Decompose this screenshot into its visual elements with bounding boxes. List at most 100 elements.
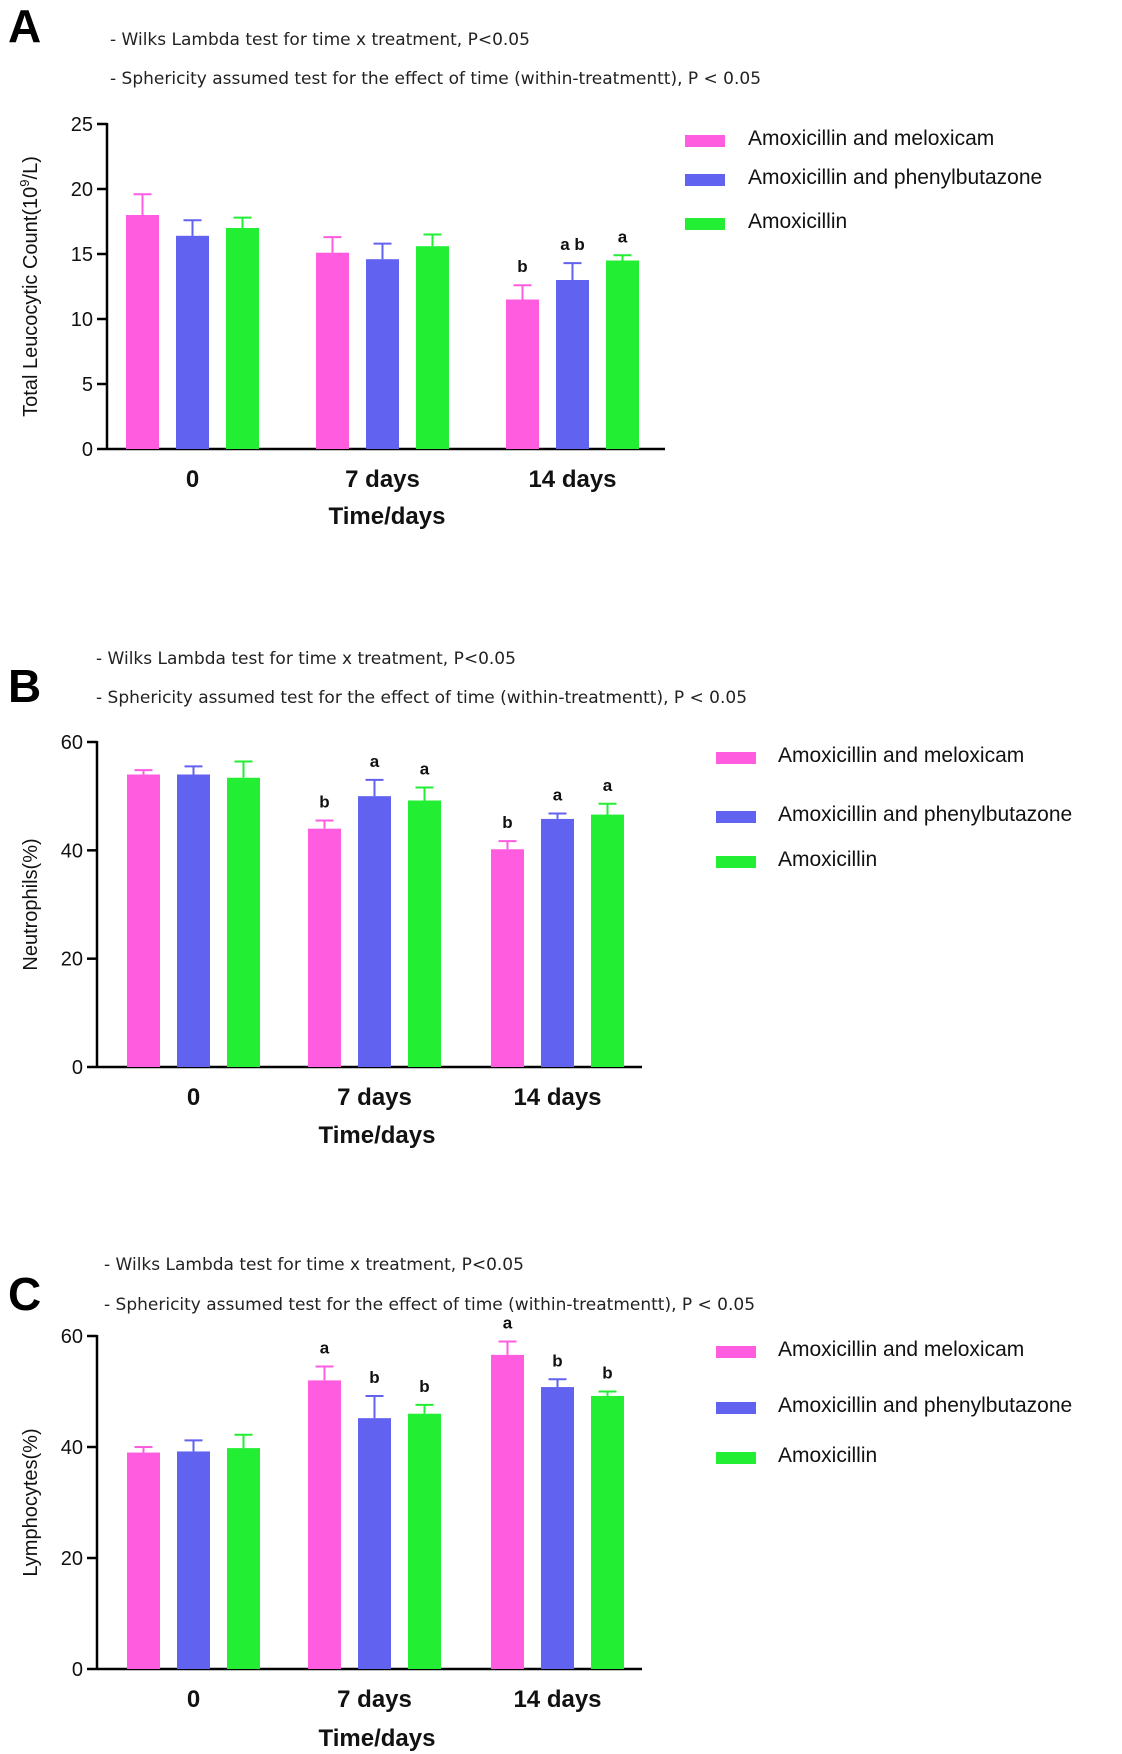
panel-letter: A <box>8 0 41 52</box>
y-axis-title: Neutrophils(%) <box>20 838 42 970</box>
x-axis-title: Time/days <box>329 503 446 530</box>
legend-swatch <box>685 218 725 230</box>
bar <box>591 1395 624 1669</box>
y-tick-label: 25 <box>71 114 93 136</box>
legend-label: Amoxicillin <box>778 1444 877 1467</box>
y-tick-label: 60 <box>61 1326 83 1348</box>
significance-label: a <box>320 1339 330 1358</box>
y-tick-label: 10 <box>71 309 93 331</box>
bar <box>308 828 341 1067</box>
bar <box>541 818 574 1067</box>
legend-swatch <box>716 811 756 823</box>
panel-letter: C <box>8 1268 41 1320</box>
y-axis-title: Total Leucocytic Count(109/L) <box>17 156 42 417</box>
x-tick-label: 14 days <box>513 1686 601 1713</box>
y-tick-label: 0 <box>72 1659 83 1681</box>
y-axis-title: Lymphocytes(%) <box>20 1428 42 1576</box>
significance-label: a <box>370 752 380 771</box>
significance-label: b <box>552 1351 562 1370</box>
x-tick-label: 0 <box>187 1084 200 1111</box>
x-axis-title: Time/days <box>319 1725 436 1752</box>
legend-swatch <box>716 1402 756 1414</box>
legend-label: Amoxicillin and meloxicam <box>748 127 994 150</box>
x-tick-label: 14 days <box>528 466 616 493</box>
significance-label: b <box>419 1377 429 1396</box>
y-tick-label: 15 <box>71 244 93 266</box>
bar <box>556 280 589 449</box>
y-tick-label: 60 <box>61 732 83 754</box>
x-tick-label: 0 <box>187 1686 200 1713</box>
bar <box>227 1448 260 1669</box>
significance-label: a <box>618 227 628 246</box>
legend-label: Amoxicillin and meloxicam <box>778 1338 1024 1361</box>
bar <box>366 259 399 449</box>
x-tick-label: 14 days <box>513 1084 601 1111</box>
bar <box>606 260 639 449</box>
y-tick-label: 20 <box>61 949 83 971</box>
bar <box>127 774 160 1067</box>
legend-swatch <box>716 1452 756 1464</box>
stat-note: - Sphericity assumed test for the effect… <box>110 69 761 89</box>
significance-label: b <box>602 1364 612 1383</box>
bar <box>226 228 259 449</box>
bar <box>177 1451 210 1669</box>
legend-label: Amoxicillin <box>748 210 847 233</box>
y-tick-label: 20 <box>71 179 93 201</box>
y-tick-label: 20 <box>61 1548 83 1570</box>
significance-label: a <box>603 776 613 795</box>
y-tick-label: 5 <box>82 374 93 396</box>
bar <box>408 800 441 1067</box>
significance-label: b <box>517 257 527 276</box>
significance-label: a b <box>560 235 585 254</box>
bar <box>176 235 209 449</box>
bar <box>177 774 210 1067</box>
panel-letter: B <box>8 660 41 712</box>
x-tick-label: 7 days <box>337 1084 412 1111</box>
legend-label: Amoxicillin and phenylbutazone <box>778 1394 1072 1417</box>
significance-label: a <box>420 760 430 779</box>
stat-note: - Wilks Lambda test for time x treatment… <box>104 1255 524 1275</box>
x-tick-label: 0 <box>186 466 199 493</box>
stat-note: - Wilks Lambda test for time x treatment… <box>96 649 516 669</box>
chart-panel-b: B - Wilks Lambda test for time x treatmen… <box>8 649 1072 1149</box>
chart-panel-c: C - Wilks Lambda test for time x treatmen… <box>8 1255 1072 1752</box>
significance-label: a <box>553 786 563 805</box>
significance-label: a <box>503 1314 513 1333</box>
legend-swatch <box>685 135 725 147</box>
y-tick-label: 40 <box>61 1437 83 1459</box>
legend-swatch <box>716 856 756 868</box>
significance-label: b <box>369 1368 379 1387</box>
bar <box>506 299 539 449</box>
x-tick-label: 7 days <box>345 466 420 493</box>
bar <box>358 1418 391 1669</box>
legend-swatch <box>716 752 756 764</box>
y-tick-label: 0 <box>72 1057 83 1079</box>
legend-label: Amoxicillin and meloxicam <box>778 744 1024 767</box>
bar <box>127 1452 160 1669</box>
stat-note: - Wilks Lambda test for time x treatment… <box>110 30 530 50</box>
bar <box>491 1354 524 1669</box>
legend-label: Amoxicillin and phenylbutazone <box>778 803 1072 826</box>
legend-label: Amoxicillin <box>778 848 877 871</box>
x-axis-title: Time/days <box>319 1122 436 1149</box>
bar <box>541 1387 574 1669</box>
bar <box>308 1380 341 1669</box>
bar <box>491 849 524 1067</box>
bar <box>316 252 349 449</box>
stat-note: - Sphericity assumed test for the effect… <box>96 688 747 708</box>
bar <box>358 796 391 1067</box>
legend-swatch <box>685 174 725 186</box>
bar <box>408 1413 441 1669</box>
stat-note: - Sphericity assumed test for the effect… <box>104 1295 755 1315</box>
chart-panel-a: A - Wilks Lambda test for time x treatmen… <box>8 0 1042 530</box>
significance-label: b <box>502 813 512 832</box>
x-tick-label: 7 days <box>337 1686 412 1713</box>
significance-label: b <box>319 793 329 812</box>
y-tick-label: 0 <box>82 439 93 461</box>
bar <box>227 777 260 1067</box>
legend-swatch <box>716 1346 756 1358</box>
y-tick-label: 40 <box>61 840 83 862</box>
bar <box>126 215 159 449</box>
bar <box>416 246 449 449</box>
